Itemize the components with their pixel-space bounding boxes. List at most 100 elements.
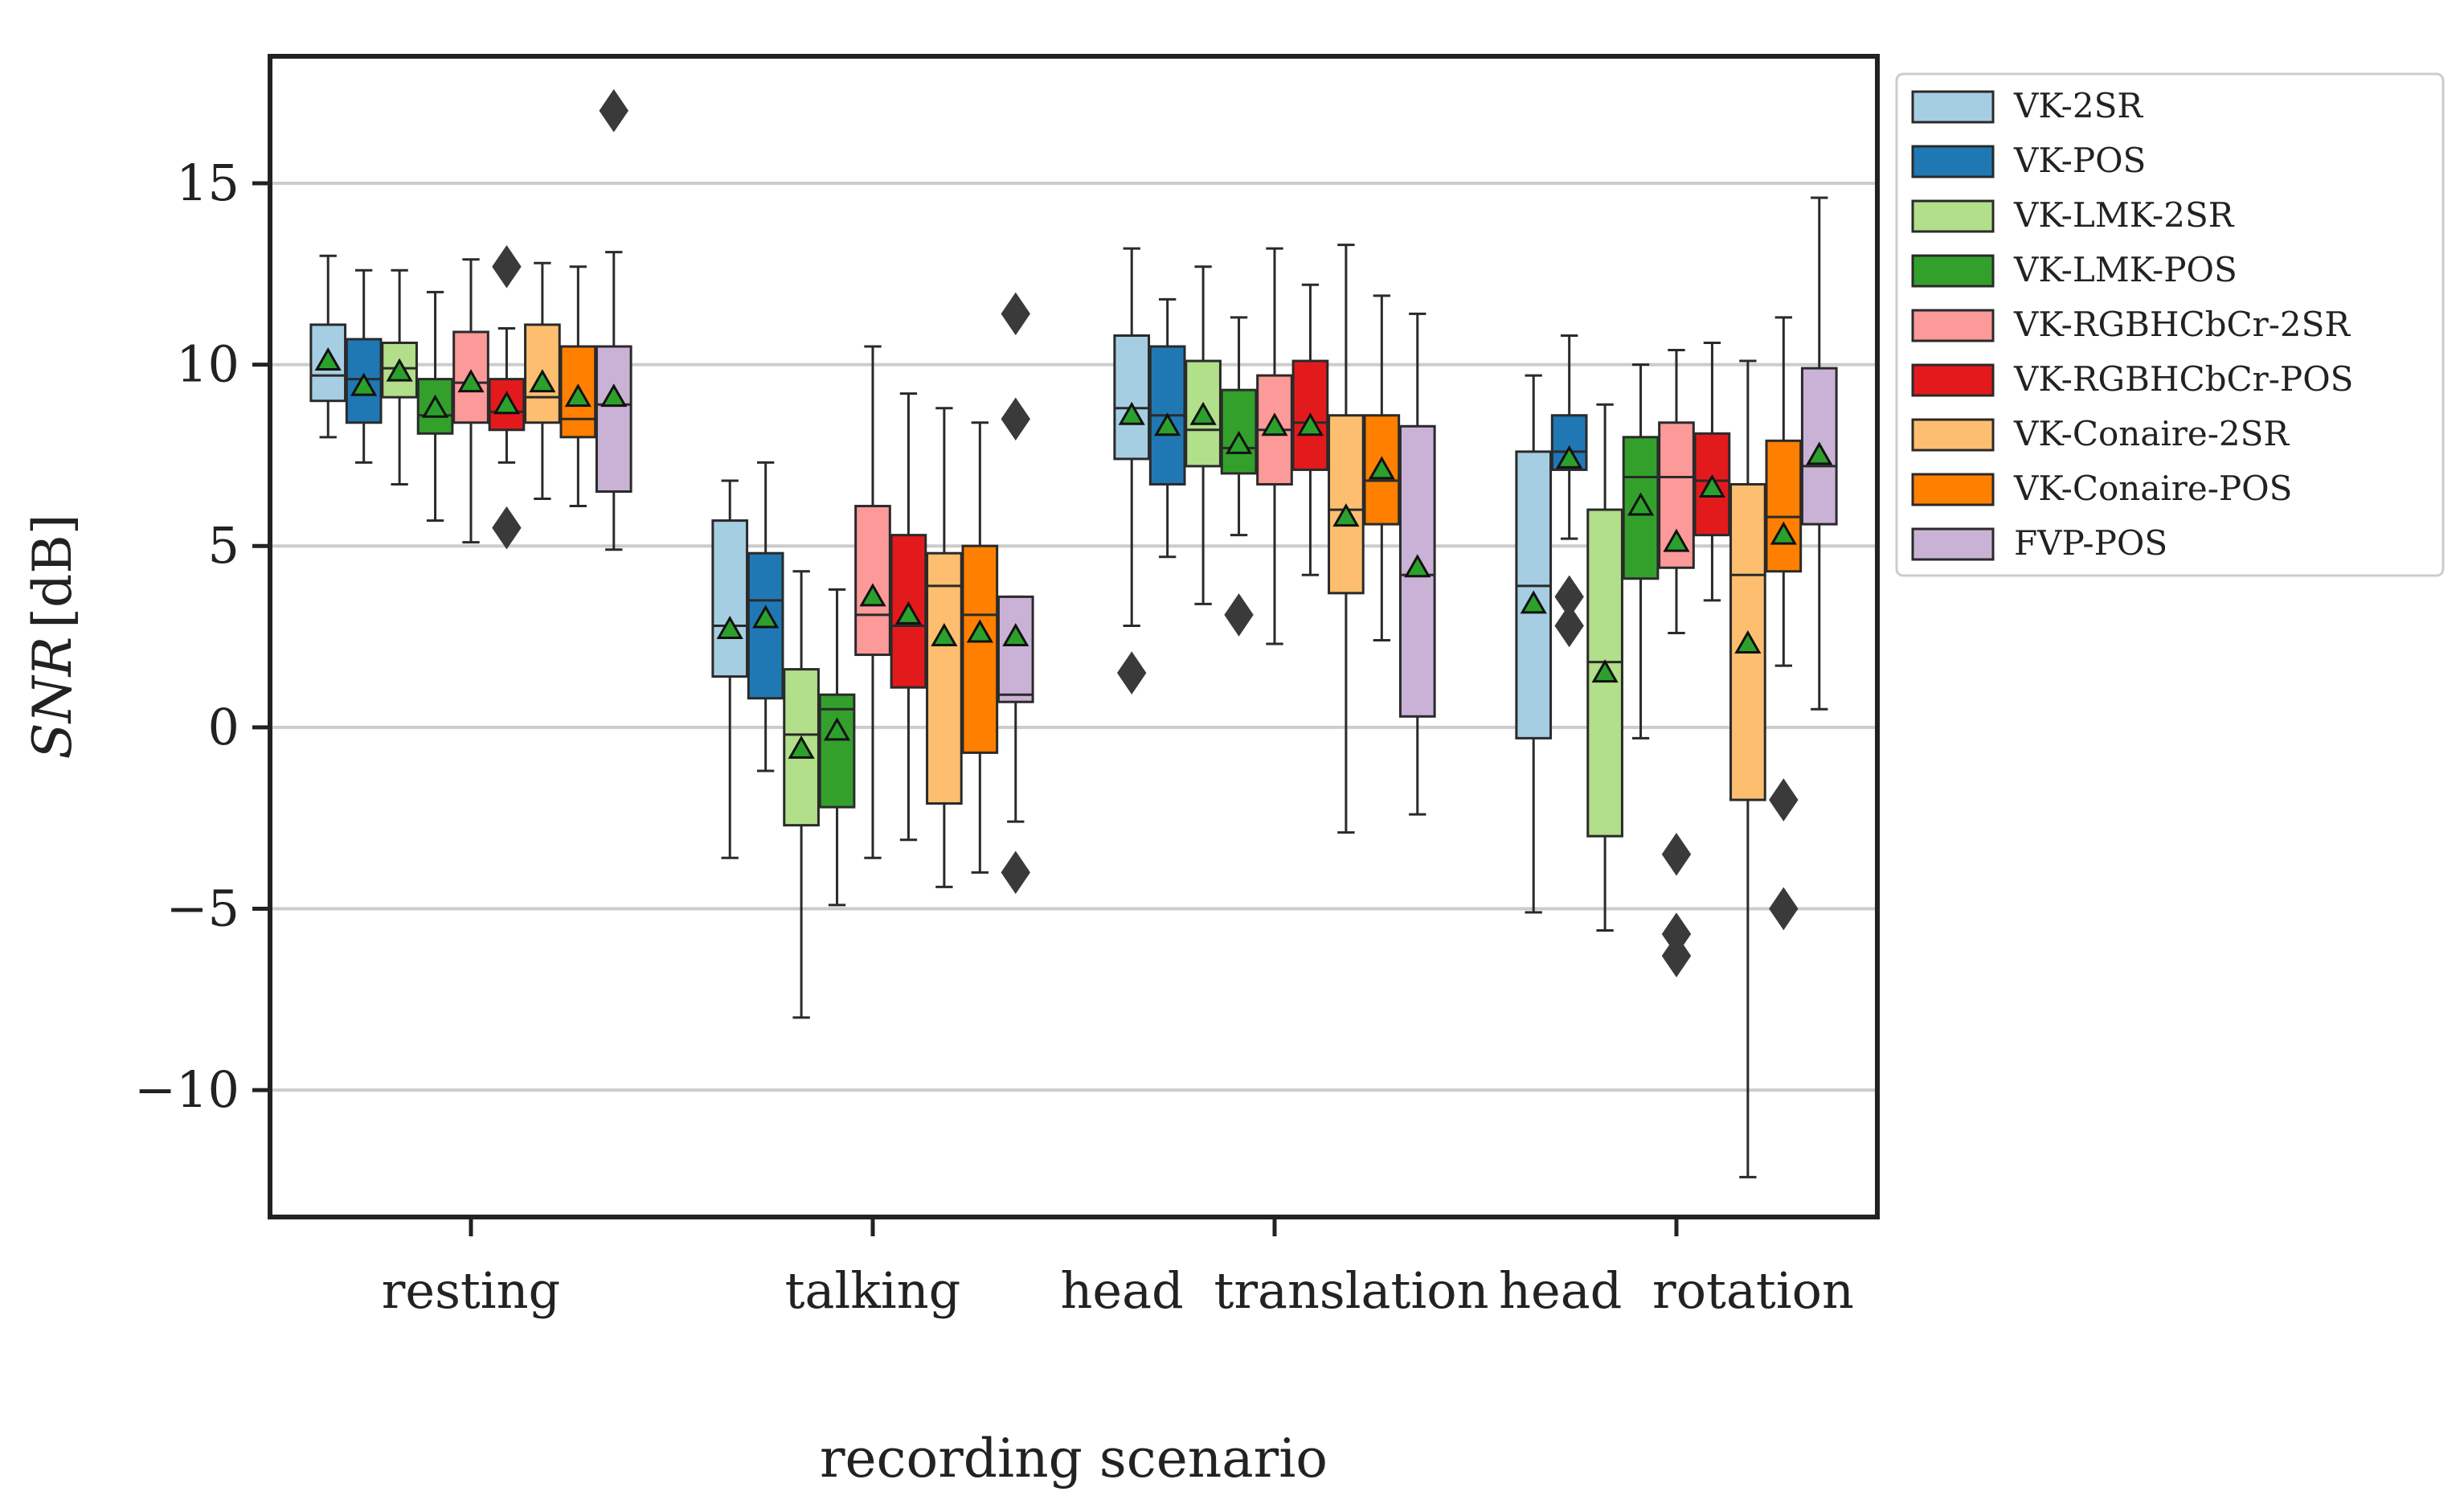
box (1113, 334, 1151, 461)
mean-marker (1698, 473, 1726, 498)
x-tick-label: head translation (1060, 1261, 1488, 1320)
mean-marker (600, 383, 628, 408)
legend-swatch (1911, 527, 1995, 561)
box (1765, 439, 1803, 573)
box-group (1398, 312, 1436, 816)
mean-marker (966, 619, 993, 643)
legend-item: FVP-POS (1911, 523, 2167, 563)
legend-item: VK-LMK-POS (1911, 250, 2237, 289)
legend-label: VK-LMK-POS (2013, 250, 2237, 289)
legend-swatch (1911, 254, 1995, 288)
mean-marker (1368, 456, 1395, 480)
legend-label: VK-LMK-2SR (2013, 195, 2235, 235)
legend-item: VK-POS (1911, 141, 2146, 180)
outlier-marker (1769, 778, 1799, 822)
box-group (1658, 349, 1695, 977)
mean-marker (1118, 401, 1145, 425)
mean-marker (386, 358, 413, 382)
box (818, 693, 856, 809)
mean-marker (1332, 503, 1360, 527)
legend-item: VK-2SR (1911, 86, 2143, 125)
legend-item: VK-RGBHCbCr-POS (1911, 359, 2353, 399)
mean-marker (1734, 630, 1762, 654)
box-layer (309, 88, 1838, 1178)
box-group (1729, 359, 1766, 1178)
box-group (1291, 283, 1329, 576)
outlier-marker (1001, 850, 1030, 895)
mean-marker (457, 369, 485, 393)
legend-swatch (1911, 199, 1995, 233)
legend-frame (1895, 72, 2445, 577)
legend-label: VK-2SR (2013, 86, 2143, 125)
plot-frame (268, 54, 1880, 1219)
legend-swatch (1911, 145, 1995, 178)
box (1291, 359, 1329, 471)
legend-swatch (1911, 309, 1995, 342)
outlier-marker (1661, 832, 1692, 876)
box-group (1515, 374, 1553, 914)
mean-marker (529, 369, 556, 393)
box-group (381, 268, 418, 486)
outlier-marker (1001, 292, 1030, 336)
legend-label: VK-Conaire-POS (2013, 469, 2292, 508)
mean-marker (1296, 412, 1324, 436)
box-group (747, 461, 784, 772)
box-group (1622, 363, 1660, 740)
box-group (818, 588, 856, 907)
box-group (1256, 247, 1293, 645)
mean-marker (859, 583, 886, 607)
mean-marker (1404, 554, 1431, 578)
x-axis-title: recording scenario (820, 1428, 1328, 1490)
y-tick-label: 0 (208, 698, 239, 756)
legend-label: VK-Conaire-2SR (2013, 414, 2290, 453)
box-group (1113, 247, 1151, 695)
box (416, 378, 454, 435)
box-group (1765, 316, 1803, 931)
mean-marker (931, 622, 958, 646)
y-tick-label: 10 (176, 335, 239, 394)
outlier-marker (1001, 397, 1030, 441)
box-group (559, 265, 597, 508)
x-axis: resting talking head translation head rotat… (382, 1217, 1854, 1320)
box-group (890, 392, 927, 842)
legend-label: FVP-POS (2014, 523, 2167, 563)
outlier-marker (1661, 934, 1692, 977)
legend-item: VK-Conaire-POS (1911, 469, 2292, 508)
y-axis-title-quantity: SNR (22, 637, 84, 760)
outlier-marker (492, 244, 522, 289)
box-group (854, 345, 891, 859)
x-tick-label: head rotation (1499, 1261, 1854, 1320)
mean-marker (314, 347, 342, 371)
mean-marker (350, 372, 378, 396)
box (961, 544, 999, 754)
box-group (345, 268, 383, 464)
box-group (1185, 265, 1222, 605)
mean-marker (788, 735, 815, 759)
box-group (711, 479, 749, 859)
box-group (1800, 196, 1838, 711)
mean-marker (716, 615, 743, 639)
mean-marker (564, 383, 591, 408)
legend-swatch (1911, 363, 1995, 397)
outlier-marker (492, 506, 522, 550)
grid-lines (270, 181, 1877, 1092)
box-group (1693, 341, 1731, 602)
mean-marker (1591, 659, 1619, 683)
legend-item: VK-Conaire-2SR (1911, 414, 2290, 453)
mean-marker (1520, 590, 1547, 614)
legend-swatch (1911, 90, 1995, 124)
mean-marker (1770, 521, 1797, 545)
mean-marker (1806, 441, 1833, 465)
mean-marker (1225, 430, 1253, 454)
box-group (595, 88, 632, 551)
box-group (1328, 244, 1365, 834)
box (711, 519, 749, 678)
box-group (997, 292, 1034, 895)
mean-marker (421, 394, 449, 418)
y-tick-label: −10 (134, 1060, 239, 1119)
box-group (309, 254, 347, 439)
box-group (961, 421, 999, 874)
outlier-marker (1117, 651, 1147, 695)
box-group (488, 244, 526, 550)
legend-label: VK-RGBHCbCr-POS (2013, 359, 2353, 399)
